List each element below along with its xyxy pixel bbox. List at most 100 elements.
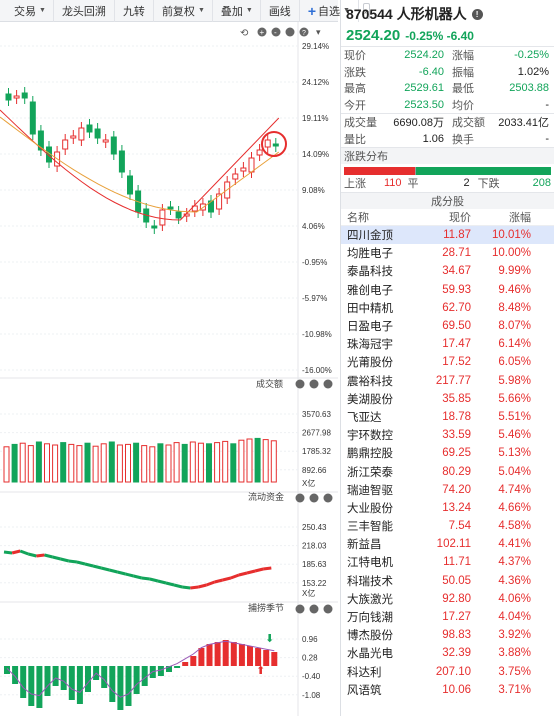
- toolbar-nine-turn[interactable]: 九转: [115, 0, 154, 22]
- component-row[interactable]: 四川金顶 11.87 10.01%: [341, 226, 554, 245]
- catch-panel-title: 捕捞季节: [248, 602, 284, 613]
- component-name: 浙江荣泰: [347, 466, 393, 479]
- axis-tick-label: 19.11%: [302, 114, 329, 123]
- catch-bar: [60, 666, 67, 690]
- component-row[interactable]: 泰晶科技 34.67 9.99%: [341, 262, 554, 280]
- settings-icon[interactable]: [295, 493, 305, 503]
- axis-tick-label: 24.12%: [302, 78, 329, 87]
- catch-bar: [44, 666, 51, 696]
- catch-bar: [198, 648, 205, 666]
- component-row[interactable]: 飞亚达 18.78 5.51%: [341, 408, 554, 426]
- price-change-abs: -6.40: [446, 29, 474, 43]
- component-price: 7.54: [448, 520, 471, 533]
- component-row[interactable]: 风语筑 10.06 3.71%: [341, 681, 554, 699]
- component-row[interactable]: 水晶光电 32.39 3.88%: [341, 644, 554, 662]
- volume-bar: [35, 441, 42, 483]
- component-row[interactable]: 江特电机 11.71 4.37%: [341, 553, 554, 571]
- chart-area[interactable]: ⟲ + - ? ▾ 29.14% 24.12% 19.11% 14.09% 9.08% 4…: [0, 22, 338, 716]
- component-row[interactable]: 均胜电子 28.71 10.00%: [341, 244, 554, 262]
- catch-bar: [36, 666, 43, 708]
- component-row[interactable]: 三丰智能 7.54 4.58%: [341, 517, 554, 535]
- component-row[interactable]: 新益昌 102.11 4.41%: [341, 535, 554, 553]
- component-row[interactable]: 瑞迪智驱 74.20 4.74%: [341, 481, 554, 499]
- candle-body: [216, 193, 223, 210]
- zoom-in-icon[interactable]: [257, 27, 267, 37]
- candle-body: [118, 150, 125, 173]
- component-row[interactable]: 珠海冠宇 17.47 6.14%: [341, 335, 554, 353]
- component-row[interactable]: 大业股份 13.24 4.66%: [341, 499, 554, 517]
- component-pct: 9.46%: [498, 283, 531, 296]
- flow-segment: [157, 579, 167, 585]
- volume-bar: [165, 444, 172, 483]
- component-price: 17.27: [442, 611, 471, 624]
- close-icon[interactable]: [323, 493, 333, 503]
- component-row[interactable]: 日盈电子 69.50 8.07%: [341, 317, 554, 335]
- flow-segment: [100, 566, 110, 572]
- settings-icon[interactable]: [285, 27, 295, 37]
- components-list: 四川金顶 11.87 10.01% 均胜电子 28.71 10.00% 泰晶科技 34.67 9…: [341, 226, 554, 699]
- catch-bar: [157, 666, 164, 676]
- component-row[interactable]: 科瑞技术 50.05 4.36%: [341, 572, 554, 590]
- menu-chevron-icon[interactable]: ▾: [316, 27, 321, 37]
- component-pct: 3.75%: [498, 665, 531, 678]
- stat-row: 今开 2523.50 均价 -: [341, 97, 554, 114]
- catch-panel-header: 捕捞季节: [248, 602, 333, 614]
- toolbar-add-watchlist[interactable]: + 自选 ▼: [300, 0, 359, 22]
- component-name: 科达利: [347, 666, 382, 679]
- volume-bar: [149, 446, 156, 483]
- component-row[interactable]: 科达利 207.10 3.75%: [341, 663, 554, 681]
- toolbar-trade[interactable]: 交易 ▼: [0, 0, 54, 22]
- volume-bar: [52, 444, 59, 483]
- close-icon[interactable]: [323, 379, 333, 389]
- component-row[interactable]: 田中精机 62.70 8.48%: [341, 299, 554, 317]
- component-row[interactable]: 博杰股份 98.83 3.92%: [341, 626, 554, 644]
- zoom-out-icon[interactable]: [271, 27, 281, 37]
- component-row[interactable]: 宇环数控 33.59 5.46%: [341, 426, 554, 444]
- candle-body: [248, 157, 255, 173]
- info-icon[interactable]: !: [471, 8, 483, 20]
- stat-label: 量比: [344, 133, 366, 146]
- column-header-pct[interactable]: 涨幅: [509, 212, 531, 224]
- volume-stats: 成交量 6690.08万 成交额 2033.41亿 量比 1.06 换手 -: [341, 113, 554, 147]
- component-row[interactable]: 大族激光 92.80 4.06%: [341, 590, 554, 608]
- column-header-name[interactable]: 名称: [347, 212, 369, 224]
- settings-icon[interactable]: [295, 379, 305, 389]
- component-row[interactable]: 万向钱潮 17.27 4.04%: [341, 608, 554, 626]
- component-name: 均胜电子: [347, 248, 393, 261]
- settings-icon[interactable]: [295, 604, 305, 614]
- volume-bar: [222, 440, 229, 483]
- component-row[interactable]: 雅创电子 59.93 9.46%: [341, 281, 554, 299]
- close-icon[interactable]: [323, 604, 333, 614]
- candle-body: [264, 139, 271, 148]
- price-row: 2524.20 -0.25% -6.40: [346, 27, 554, 44]
- catch-bar: [76, 666, 83, 704]
- component-row[interactable]: 光莆股份 17.52 6.05%: [341, 353, 554, 371]
- help-icon[interactable]: [299, 27, 309, 37]
- component-name: 博杰股份: [347, 630, 393, 643]
- help-icon[interactable]: [309, 379, 319, 389]
- toolbar-draw-line[interactable]: 画线: [261, 0, 300, 22]
- component-row[interactable]: 震裕科技 217.77 5.98%: [341, 372, 554, 390]
- chart-canvas[interactable]: ⟲ + - ? ▾ 29.14% 24.12% 19.11% 14.09% 9.08% 4…: [0, 22, 338, 716]
- component-price: 217.77: [435, 374, 471, 387]
- help-icon[interactable]: [309, 604, 319, 614]
- catch-bar: [28, 666, 35, 706]
- column-header-price[interactable]: 现价: [449, 212, 471, 224]
- flow-segment: [246, 569, 256, 575]
- component-row[interactable]: 美湖股份 35.85 5.66%: [341, 390, 554, 408]
- toolbar-overlay[interactable]: 叠加 ▼: [213, 0, 261, 22]
- share-icon[interactable]: ⟲: [240, 28, 249, 39]
- double-chevron-right-icon: »: [363, 5, 369, 16]
- component-price: 69.50: [442, 320, 471, 333]
- toolbar-adjust[interactable]: 前复权 ▼: [154, 0, 213, 22]
- component-row[interactable]: 鹏鼎控股 69.25 5.13%: [341, 444, 554, 462]
- toolbar-more-button[interactable]: »: [362, 2, 370, 19]
- axis-tick-label: -0.40: [302, 672, 321, 681]
- down-count: 208: [532, 176, 551, 189]
- component-row[interactable]: 浙江荣泰 80.29 5.04%: [341, 462, 554, 480]
- component-name: 泰晶科技: [347, 266, 393, 279]
- toolbar-leader-review[interactable]: 龙头回溯: [54, 0, 115, 22]
- component-price: 69.25: [442, 447, 471, 460]
- help-icon[interactable]: [309, 493, 319, 503]
- axis-tick-label: 1785.32: [302, 447, 331, 456]
